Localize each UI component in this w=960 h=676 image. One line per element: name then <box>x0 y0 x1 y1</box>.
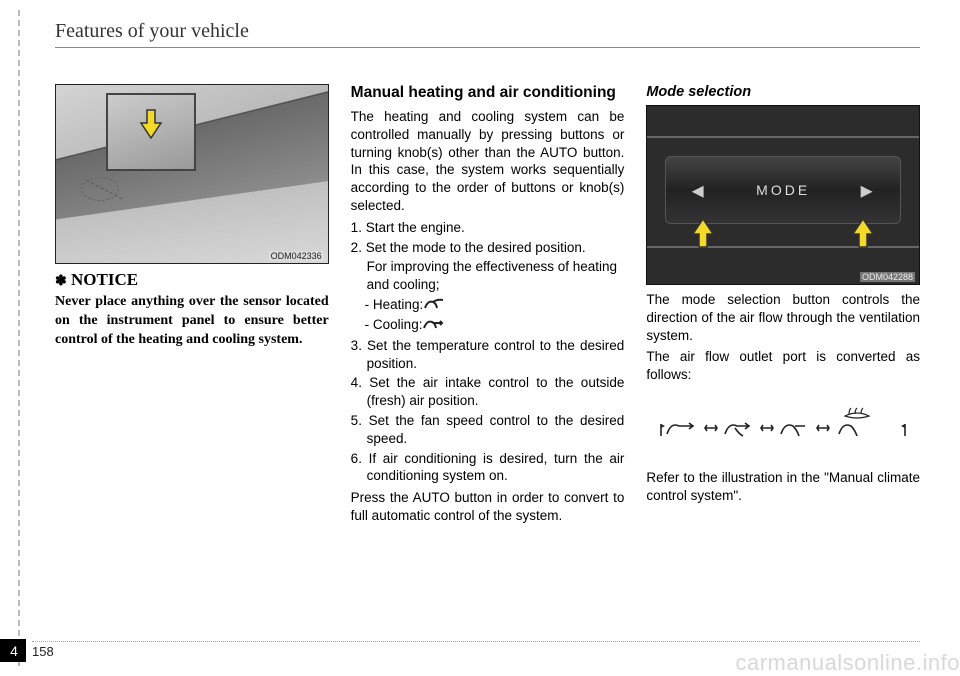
watermark-text: carmanualsonline.info <box>735 650 960 676</box>
column-1: ODM042336 ✽ NOTICE Never place anything … <box>55 84 329 529</box>
column-3: Mode selection ◂ MODE ▸ ODM042288 The mo… <box>646 84 920 529</box>
step-5: Set the fan speed control to the desired… <box>351 412 625 448</box>
mode-paragraph-2: The air flow outlet port is converted as… <box>646 348 920 384</box>
mode-button-graphic: ◂ MODE ▸ <box>665 156 901 224</box>
notice-star-icon: ✽ <box>55 274 67 289</box>
figure-mode-button: ◂ MODE ▸ ODM042288 <box>646 105 920 285</box>
page-number: 158 <box>26 644 54 662</box>
step-2-sub: For improving the effectiveness of heati… <box>351 258 625 294</box>
mode-paragraph-1: The mode selection button controls the d… <box>646 291 920 344</box>
arrow-down-icon <box>139 109 163 139</box>
step-3: Set the temperature control to the desir… <box>351 337 625 373</box>
step-1: Start the engine. <box>351 219 625 237</box>
floor-vent-icon <box>431 297 445 315</box>
step-2: Set the mode to the desired posi­tion. <box>351 239 625 257</box>
mode-selection-heading: Mode selection <box>646 84 920 100</box>
sensor-zoom-inset <box>106 93 196 171</box>
section-heading: Manual heating and air condi­tioning <box>351 84 625 103</box>
step-4: Set the air intake control to the outsid… <box>351 374 625 410</box>
content-columns: ODM042336 ✽ NOTICE Never place anything … <box>55 84 920 529</box>
chevron-right-icon: ▸ <box>861 176 875 205</box>
cooling-line: - Cooling: <box>351 316 625 334</box>
cooling-label: - Cooling: <box>365 317 423 332</box>
airflow-mode-diagram <box>646 400 920 445</box>
notice-heading: ✽ NOTICE <box>55 270 329 290</box>
figure-sensor-location: ODM042336 <box>55 84 329 264</box>
reference-text: Refer to the illustration in the "Manual… <box>646 469 920 505</box>
face-vent-icon <box>430 317 444 335</box>
page-header: Features of your vehicle <box>55 20 920 48</box>
footer-dotted-rule <box>32 641 920 642</box>
panel-stripe <box>646 136 920 138</box>
procedure-steps: Start the engine. Set the mode to the de… <box>351 219 625 257</box>
column-2: Manual heating and air condi­tioning The… <box>351 84 625 529</box>
manual-page: Features of your vehicle ODM042336 ✽ <box>0 0 960 676</box>
step-6: If air conditioning is desired, turn the… <box>351 450 625 486</box>
arrow-up-icon <box>691 218 715 248</box>
figure-code: ODM042336 <box>269 251 324 261</box>
notice-label: NOTICE <box>71 270 138 289</box>
procedure-steps-cont: Set the temperature control to the desir… <box>351 337 625 486</box>
figure-code: ODM042288 <box>860 272 915 282</box>
panel-stripe <box>646 246 920 248</box>
section-number-tab: 4 <box>0 639 26 662</box>
intro-paragraph: The heating and cooling system can be co… <box>351 108 625 215</box>
page-footer: 4 158 <box>0 639 54 662</box>
mode-button-label: MODE <box>756 182 810 198</box>
arrow-up-icon <box>851 218 875 248</box>
heating-label: - Heating: <box>365 297 424 312</box>
notice-body-text: Never place anything over the sen­sor lo… <box>55 293 329 350</box>
outro-paragraph: Press the AUTO button in order to conver… <box>351 489 625 525</box>
chevron-left-icon: ◂ <box>692 176 706 205</box>
heating-line: - Heating: <box>351 296 625 314</box>
